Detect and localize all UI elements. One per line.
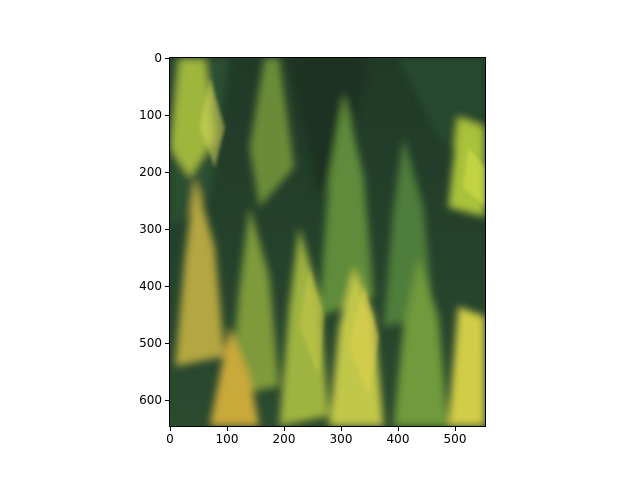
x-tick-mark (455, 427, 456, 431)
x-tick-label: 100 (215, 432, 239, 446)
y-tick-mark (165, 58, 169, 59)
x-tick-mark (227, 427, 228, 431)
x-tick-mark (398, 427, 399, 431)
y-tick-label: 500 (139, 336, 162, 350)
y-tick-label: 600 (139, 393, 162, 407)
y-tick-label: 300 (139, 222, 162, 236)
y-tick-label: 100 (139, 108, 162, 122)
y-tick-label: 400 (139, 279, 162, 293)
y-tick-label: 200 (139, 165, 162, 179)
x-tick-label: 300 (329, 432, 353, 446)
y-tick-mark (165, 229, 169, 230)
x-tick-mark (284, 427, 285, 431)
y-tick-mark (165, 172, 169, 173)
y-tick-mark (165, 400, 169, 401)
y-tick-mark (165, 115, 169, 116)
x-tick-mark (170, 427, 171, 431)
x-tick-label: 0 (166, 432, 174, 446)
y-tick-mark (165, 286, 169, 287)
image-axes (169, 57, 486, 427)
y-tick-label: 0 (154, 51, 162, 65)
x-tick-label: 500 (443, 432, 467, 446)
forest-image (170, 58, 485, 426)
x-tick-mark (341, 427, 342, 431)
x-tick-label: 400 (386, 432, 410, 446)
y-tick-mark (165, 343, 169, 344)
x-tick-label: 200 (272, 432, 296, 446)
